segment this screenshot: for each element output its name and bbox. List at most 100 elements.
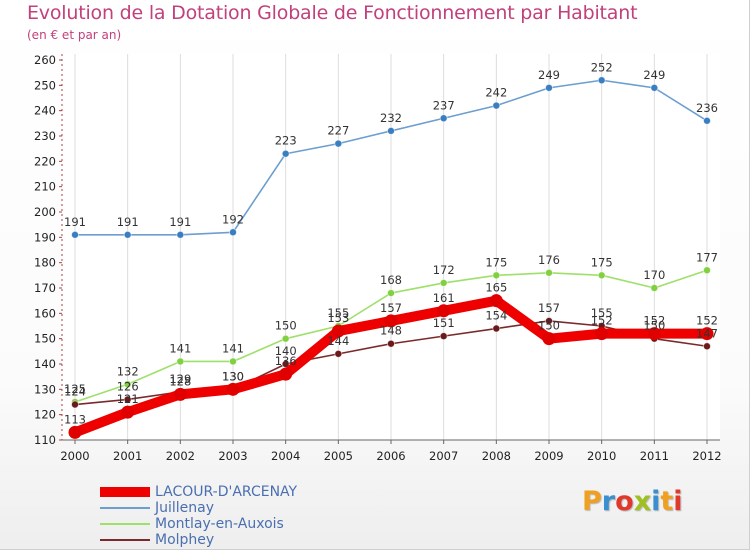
data-point (595, 327, 609, 341)
data-point (542, 332, 556, 346)
y-tick-label: 210 (34, 180, 56, 194)
x-tick-label: 2003 (218, 449, 247, 463)
y-tick-label: 230 (34, 129, 56, 143)
data-point (492, 271, 501, 280)
data-label: 165 (485, 281, 507, 295)
x-tick-label: 2000 (60, 449, 89, 463)
data-point (281, 360, 290, 368)
y-tick-label: 140 (34, 357, 56, 371)
data-label: 249 (643, 68, 665, 82)
legend-swatch (100, 539, 150, 541)
data-label: 177 (696, 250, 718, 264)
legend-label: Montlay-en-Auxois (155, 516, 284, 532)
data-point (439, 279, 448, 287)
data-label: 130 (222, 369, 244, 383)
proxiti-logo: Proxiti (582, 486, 683, 517)
y-tick-label: 170 (34, 281, 56, 295)
data-point (123, 395, 132, 404)
data-label: 140 (275, 344, 297, 358)
data-point (387, 127, 395, 135)
logo-letter: r (601, 486, 616, 517)
data-point (647, 327, 661, 341)
data-point (226, 382, 240, 396)
x-tick-label: 2009 (534, 449, 563, 463)
data-point (334, 139, 343, 148)
legend-swatch (100, 487, 150, 497)
data-point (176, 357, 185, 366)
data-point (123, 380, 132, 389)
data-label: 191 (64, 215, 86, 229)
data-point (331, 324, 345, 338)
data-point (123, 230, 132, 239)
data-point (281, 334, 290, 343)
data-label: 192 (222, 212, 244, 226)
data-point (703, 266, 711, 275)
data-point (279, 367, 293, 381)
x-tick-label: 2002 (166, 449, 195, 463)
data-label: 144 (327, 334, 349, 348)
y-tick-label: 150 (34, 332, 56, 346)
data-label: 191 (117, 215, 139, 229)
x-tick-label: 2005 (324, 449, 353, 463)
y-tick-label: 110 (34, 433, 56, 447)
data-point (173, 387, 187, 401)
series-lines (68, 76, 714, 439)
data-label: 125 (64, 382, 86, 396)
data-label: 124 (64, 385, 86, 399)
logo-letter: i (673, 486, 683, 517)
x-tick-label: 2006 (376, 449, 405, 463)
data-label: 150 (275, 319, 297, 333)
legend-item: LACOUR-D'ARCENAY (100, 484, 400, 500)
data-label: 151 (433, 316, 455, 330)
legend-swatch (100, 523, 150, 525)
data-label: 152 (643, 314, 665, 328)
data-point (387, 289, 395, 297)
logo-letter: o (615, 486, 634, 517)
data-point (703, 116, 711, 125)
logo-letter: x (633, 486, 652, 517)
data-label: 227 (327, 124, 349, 138)
legend-swatch (100, 507, 150, 509)
chart-subtitle: (en € et par an) (27, 28, 122, 42)
data-label: 128 (169, 374, 191, 388)
data-label: 249 (538, 68, 560, 82)
legend: LACOUR-D'ARCENAY Juillenay Montlay-en-Auxo… (100, 484, 400, 548)
data-label: 242 (485, 86, 507, 100)
data-point (489, 294, 503, 308)
data-label: 237 (433, 98, 455, 112)
data-point (700, 327, 714, 341)
data-label: 154 (485, 309, 507, 323)
data-point (492, 324, 501, 333)
data-label: 147 (696, 326, 718, 340)
chart-title: Evolution de la Dotation Globale de Fonc… (27, 2, 638, 24)
y-tick-label: 200 (34, 205, 56, 219)
data-point (71, 230, 79, 239)
data-point (384, 314, 398, 328)
y-tick-label: 240 (34, 104, 56, 118)
data-label: 136 (275, 354, 297, 368)
data-label: 150 (643, 319, 665, 333)
data-label: 129 (169, 372, 191, 386)
data-point (650, 284, 659, 292)
data-point (176, 230, 185, 239)
x-tick-label: 2010 (587, 449, 616, 463)
data-label: 176 (538, 253, 560, 267)
data-label: 113 (64, 412, 86, 426)
grid-lines (62, 54, 720, 440)
data-point (545, 83, 553, 92)
data-point (597, 76, 606, 85)
legend-item: Montlay-en-Auxois (100, 516, 400, 532)
y-tick-label: 250 (34, 78, 56, 92)
data-label: 161 (433, 291, 455, 305)
data-label: 141 (169, 341, 191, 355)
data-point (545, 317, 553, 325)
data-label: 170 (643, 268, 665, 282)
data-label: 175 (591, 255, 613, 269)
data-point (229, 357, 237, 366)
data-label: 153 (327, 311, 349, 325)
data-point (597, 271, 606, 280)
data-point (439, 332, 448, 341)
data-point (71, 400, 79, 409)
data-point (229, 228, 237, 237)
y-tick-label: 190 (34, 230, 56, 244)
